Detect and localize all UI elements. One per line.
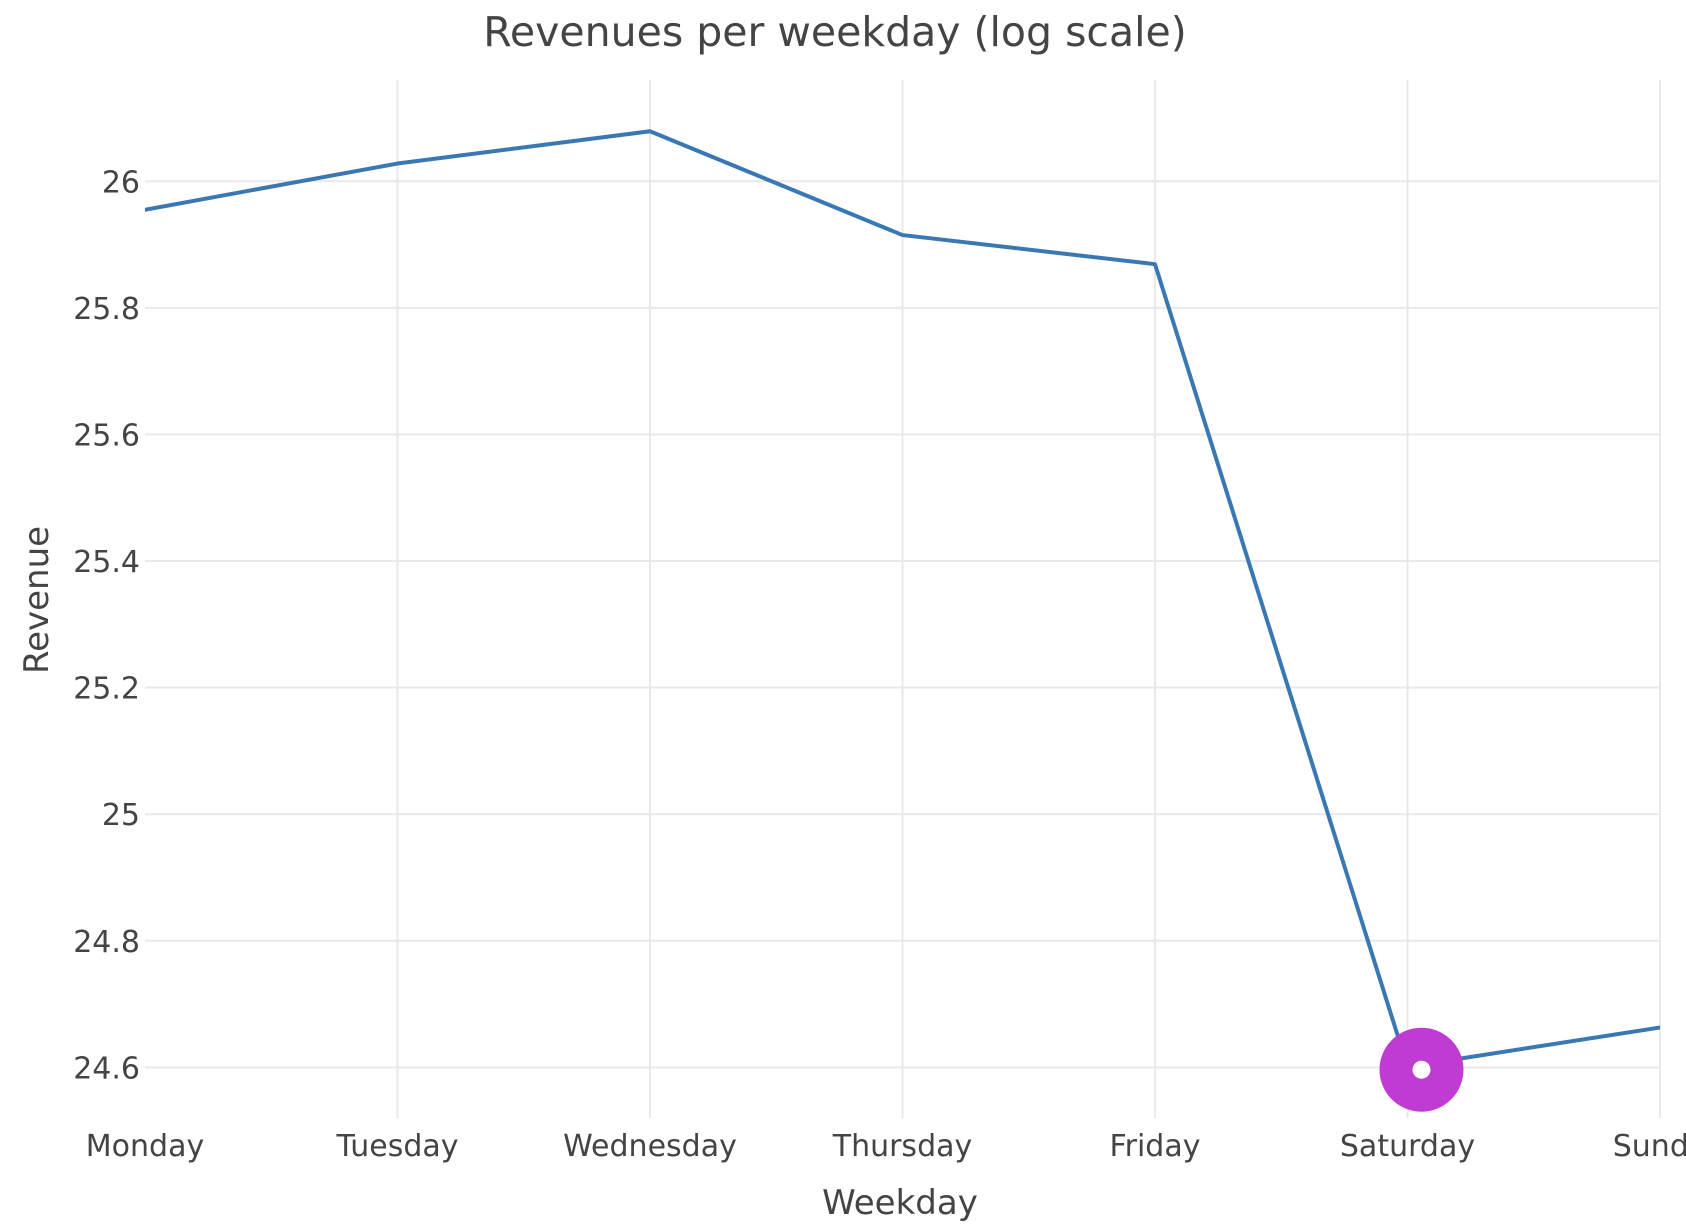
x-tick-label: Saturday bbox=[1340, 1129, 1475, 1164]
x-tick-label: Friday bbox=[1110, 1129, 1201, 1164]
x-tick-label: Thursday bbox=[832, 1129, 973, 1164]
x-tick-label: Sunda bbox=[1613, 1129, 1686, 1164]
y-axis-title: Revenue bbox=[17, 526, 57, 674]
y-axis-ticks: 24.6 24.8 25 25.2 25.4 25.6 25.8 26 bbox=[73, 165, 140, 1086]
highlight-marker-center bbox=[1412, 1060, 1431, 1079]
y-tick-label: 25.4 bbox=[73, 545, 140, 580]
x-tick-label: Monday bbox=[86, 1129, 204, 1164]
chart-title: Revenues per weekday (log scale) bbox=[483, 8, 1186, 56]
y-tick-label: 25 bbox=[102, 798, 140, 833]
y-tick-label: 26 bbox=[102, 165, 140, 200]
x-axis-title: Weekday bbox=[822, 1183, 978, 1223]
y-tick-label: 25.2 bbox=[73, 672, 140, 707]
y-tick-label: 25.6 bbox=[73, 418, 140, 453]
x-tick-label: Wednesday bbox=[563, 1129, 737, 1164]
highlight-layer bbox=[1379, 1027, 1464, 1112]
y-tick-label: 24.6 bbox=[73, 1051, 140, 1086]
y-tick-label: 25.8 bbox=[73, 292, 140, 327]
x-axis-ticks: Monday Tuesday Wednesday Thursday Friday Satu… bbox=[86, 1129, 1686, 1164]
x-gridlines bbox=[396, 80, 1661, 1118]
x-tick-label: Tuesday bbox=[335, 1129, 458, 1164]
y-tick-label: 24.8 bbox=[73, 925, 140, 960]
